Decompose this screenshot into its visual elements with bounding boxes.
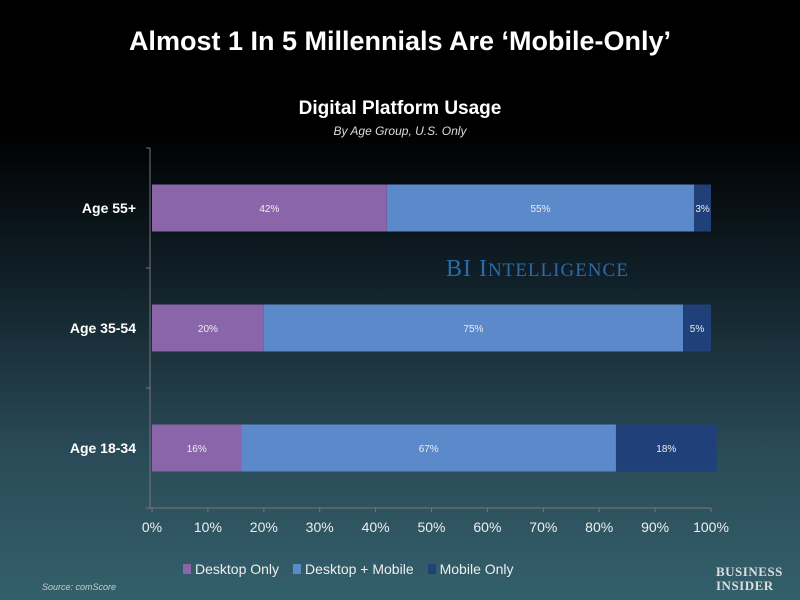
chart-title: Digital Platform Usage <box>298 98 502 119</box>
bar-segment <box>152 304 264 352</box>
legend-swatch <box>293 564 302 574</box>
data-label: 42% <box>259 204 279 215</box>
x-tick-label: 50% <box>417 519 445 535</box>
data-label: 5% <box>690 324 705 335</box>
data-label: 16% <box>187 444 207 455</box>
source-note: Source: comScore <box>42 582 117 592</box>
data-label: 67% <box>419 444 439 455</box>
x-tick-label: 80% <box>585 519 613 535</box>
x-tick-label: 100% <box>693 519 729 535</box>
legend-label: Desktop + Mobile <box>305 561 414 577</box>
data-label: 3% <box>695 204 710 215</box>
bar-segment <box>263 304 684 352</box>
category-label: Age 55+ <box>82 200 136 216</box>
bar-segment <box>152 424 242 472</box>
business-insider-logo: BUSINESS INSIDER <box>716 564 783 593</box>
data-label: 55% <box>530 204 550 215</box>
x-tick-label: 60% <box>473 519 501 535</box>
x-tick-label: 10% <box>194 519 222 535</box>
x-tick-label: 30% <box>306 519 334 535</box>
legend: Desktop Only Desktop + Mobile Mobile Onl… <box>183 561 514 577</box>
legend-swatch <box>183 564 191 574</box>
slide-title: Almost 1 In 5 Millennials Are ‘Mobile-On… <box>128 26 672 56</box>
bar-segment <box>694 184 711 232</box>
bar-segment <box>386 184 695 232</box>
category-label: Age 35-54 <box>70 320 136 336</box>
bi-intelligence-watermark: BI INTELLIGENCE <box>446 256 629 282</box>
x-tick-label: 0% <box>142 519 162 535</box>
legend-swatch <box>427 564 436 574</box>
bar-segment <box>241 424 616 472</box>
legend-item-mobile-only: Mobile Only <box>427 561 514 577</box>
data-label: 20% <box>198 324 218 335</box>
x-tick-label: 70% <box>529 519 557 535</box>
legend-item-desktop-mobile: Desktop + Mobile <box>293 561 414 577</box>
x-tick-label: 90% <box>641 519 669 535</box>
data-label: 18% <box>656 444 676 455</box>
x-tick-label: 20% <box>250 519 278 535</box>
bar-segment <box>615 424 717 472</box>
x-tick-label: 40% <box>362 519 390 535</box>
bar-segment <box>683 304 711 352</box>
bar-segment <box>152 184 387 232</box>
data-label: 75% <box>463 324 483 335</box>
legend-label: Mobile Only <box>439 561 514 577</box>
chart-subtitle: By Age Group, U.S. Only <box>333 124 467 138</box>
category-label: Age 18-34 <box>70 440 136 456</box>
legend-label: Desktop Only <box>195 561 280 577</box>
legend-item-desktop-only: Desktop Only <box>183 561 279 577</box>
